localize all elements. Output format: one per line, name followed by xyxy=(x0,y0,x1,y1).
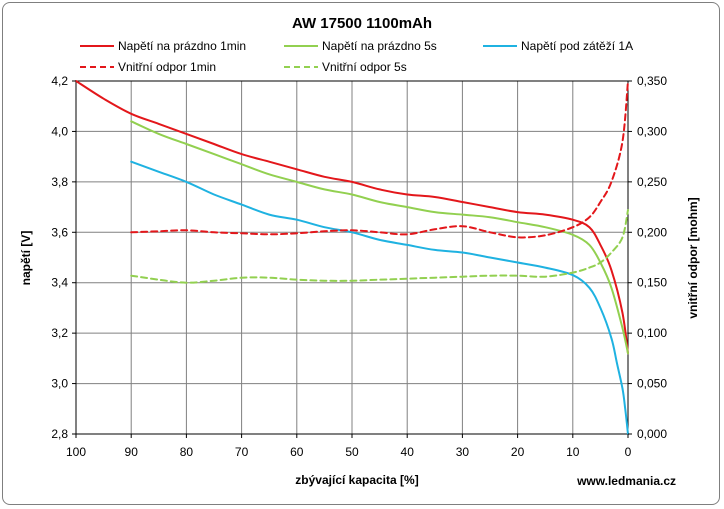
legend: Napětí na prázdno 1min Napětí na prázdno … xyxy=(80,39,633,74)
y-tick-label: 3,6 xyxy=(51,225,68,239)
legend-entry: Napětí na prázdno 1min xyxy=(118,39,246,53)
y-tick-label: 3,4 xyxy=(51,276,68,290)
x-tick-label: 100 xyxy=(66,445,86,459)
legend-entry: Napětí na prázdno 5s xyxy=(322,39,437,53)
chart-title: AW 17500 1100mAh xyxy=(292,15,432,32)
y-tick-label: 3,0 xyxy=(51,377,68,391)
x-tick-label: 80 xyxy=(180,445,194,459)
x-tick-label: 60 xyxy=(290,445,304,459)
x-tick-label: 90 xyxy=(125,445,139,459)
x-tick-label: 30 xyxy=(456,445,470,459)
tick-labels: 100 90 80 70 60 50 40 30 20 10 02,83,03,23,43,63,8… xyxy=(51,74,667,459)
y2-tick-label: 0,350 xyxy=(637,74,667,88)
y-tick-label: 3,2 xyxy=(51,326,68,340)
y2-tick-label: 0,200 xyxy=(637,225,667,239)
y-tick-label: 4,0 xyxy=(51,124,68,138)
series-layer xyxy=(75,80,629,435)
website-credit: www.ledmania.cz xyxy=(576,474,676,488)
y2-tick-label: 0,300 xyxy=(637,124,667,138)
x-tick-label: 50 xyxy=(345,445,359,459)
x-tick-label: 10 xyxy=(566,445,580,459)
y2-tick-label: 0,000 xyxy=(637,427,667,441)
y-tick-label: 2,8 xyxy=(51,427,68,441)
y2-tick-label: 0,150 xyxy=(637,276,667,290)
y-tick-label: 4,2 xyxy=(51,74,68,88)
x-axis-label: zbývající kapacita [%] xyxy=(295,473,418,487)
y2-tick-label: 0,050 xyxy=(637,377,667,391)
series-line-4 xyxy=(130,80,629,239)
legend-entry: Vnitřní odpor 1min xyxy=(118,60,216,74)
series-line-3 xyxy=(130,160,629,435)
y2-tick-label: 0,100 xyxy=(637,326,667,340)
y2-axis-label: vnitřní odpor [mohm] xyxy=(686,197,700,318)
x-tick-label: 20 xyxy=(511,445,525,459)
x-tick-label: 70 xyxy=(235,445,249,459)
x-tick-label: 40 xyxy=(401,445,415,459)
x-tick-label: 0 xyxy=(625,445,632,459)
y-axis-label: napětí [V] xyxy=(19,231,33,286)
y-tick-label: 3,8 xyxy=(51,175,68,189)
legend-entry: Napětí pod zátěží 1A xyxy=(521,39,633,53)
series-line-2 xyxy=(130,120,629,355)
series-line-1 xyxy=(75,80,629,355)
y2-tick-label: 0,250 xyxy=(637,175,667,189)
legend-entry: Vnitřní odpor 5s xyxy=(322,60,407,74)
series-line-5 xyxy=(130,209,629,284)
